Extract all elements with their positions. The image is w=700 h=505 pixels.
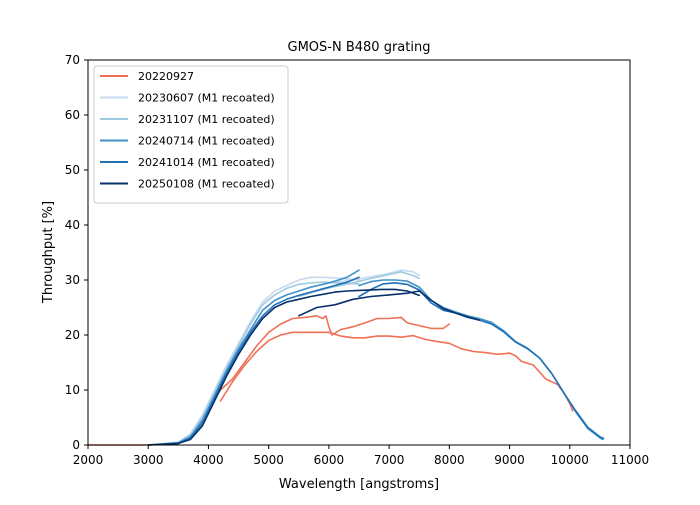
y-tick-label: 40 [65, 218, 80, 232]
x-tick-label: 9000 [494, 453, 525, 467]
legend-label: 20250108 (M1 recoated) [138, 178, 275, 191]
legend-label: 20240714 (M1 recoated) [138, 135, 275, 148]
y-tick-label: 0 [72, 438, 80, 452]
series-line-5-segment-0 [147, 288, 420, 446]
chart-title: GMOS-N B480 grating [288, 40, 431, 55]
series-line-5-segment-1 [298, 290, 481, 321]
y-tick-label: 30 [65, 273, 80, 287]
legend-label: 20220927 [138, 70, 194, 83]
legend-box [93, 65, 289, 204]
x-axis-label: Wavelength [angstroms] [279, 477, 439, 492]
x-tick-label: 10000 [551, 453, 589, 467]
x-tick-label: 6000 [314, 453, 345, 467]
ticks-layer: 2000 3000 4000 5000 6000 7000 8000 9000 10000 110… [65, 53, 649, 467]
series-line-2-segment-0 [147, 281, 360, 446]
legend: 20220927 20230607 (M1 recoated) 20231107 (… [93, 65, 289, 204]
x-tick-label: 3000 [133, 453, 164, 467]
legend-label: 20241014 (M1 recoated) [138, 156, 275, 169]
y-tick-label: 60 [65, 108, 80, 122]
y-tick-label: 70 [65, 53, 80, 67]
series-line-1-segment-0 [147, 276, 360, 446]
x-tick-label: 8000 [434, 453, 465, 467]
series-line-0-segment-1 [219, 331, 574, 412]
legend-label: 20230607 (M1 recoated) [138, 92, 275, 105]
x-tick-label: 5000 [253, 453, 284, 467]
legend-label: 20231107 (M1 recoated) [138, 113, 275, 126]
series-layer [87, 269, 605, 446]
y-tick-label: 50 [65, 163, 80, 177]
series-line-0-segment-0 [87, 315, 451, 446]
x-tick-label: 4000 [193, 453, 224, 467]
series-line-3-segment-0 [147, 269, 360, 446]
y-tick-label: 20 [65, 328, 80, 342]
x-tick-label: 11000 [611, 453, 649, 467]
x-tick-label: 7000 [374, 453, 405, 467]
series-line-3-segment-1 [358, 279, 604, 441]
y-tick-label: 10 [65, 383, 80, 397]
series-line-4-segment-0 [147, 276, 360, 446]
series-line-4-segment-1 [358, 282, 605, 440]
x-tick-label: 2000 [73, 453, 104, 467]
y-axis-label: Throughput [%] [41, 201, 56, 304]
plot-frame [87, 59, 631, 446]
